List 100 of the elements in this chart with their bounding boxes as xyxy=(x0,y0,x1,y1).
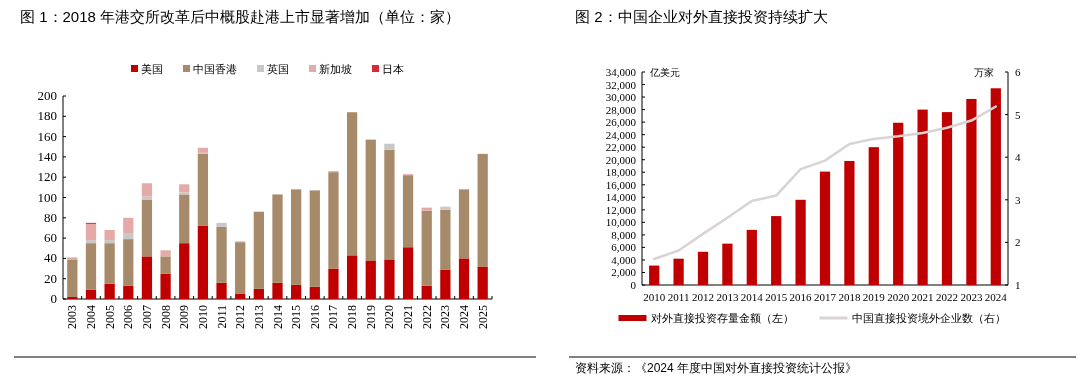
bar xyxy=(328,172,339,269)
y-tick-label: 0 xyxy=(630,279,637,291)
bar xyxy=(197,153,209,226)
x-tick-label: 2020 xyxy=(887,291,910,303)
x-tick-label: 2022 xyxy=(936,291,958,303)
bar xyxy=(819,171,831,285)
bar xyxy=(197,225,209,299)
bar xyxy=(272,282,283,299)
y-tick-label: 6,000 xyxy=(611,241,637,254)
bar xyxy=(141,199,153,257)
bar xyxy=(673,258,684,285)
x-tick-label: 2007 xyxy=(139,305,154,329)
y2-tick-label: 1 xyxy=(1015,279,1021,291)
y2-tick-label: 6 xyxy=(1015,66,1021,78)
y2-axis-title: 万家 xyxy=(974,67,994,78)
bar xyxy=(440,206,451,210)
bar xyxy=(990,88,1001,285)
bar xyxy=(697,251,709,285)
bar xyxy=(160,273,171,299)
x-tick-label: 2023 xyxy=(438,305,453,329)
bar xyxy=(917,109,928,285)
bar xyxy=(421,207,432,211)
bar xyxy=(440,269,451,299)
x-tick-label: 2019 xyxy=(363,305,378,329)
y-tick-label: 180 xyxy=(37,108,57,124)
x-tick-label: 2004 xyxy=(83,305,98,329)
bar xyxy=(141,196,153,200)
bar xyxy=(795,199,806,285)
bar xyxy=(123,285,134,299)
x-tick-label: 2024 xyxy=(984,291,1008,303)
bar xyxy=(893,122,904,285)
legend-label: 对外直接投资存量金额（左） xyxy=(650,312,794,324)
y-tick-label: 34,000 xyxy=(605,66,637,78)
x-tick-label: 2003 xyxy=(65,305,80,329)
bar xyxy=(235,242,246,294)
x-tick-label: 2016 xyxy=(789,291,813,303)
bar xyxy=(365,260,376,299)
bar xyxy=(85,289,97,299)
bar xyxy=(291,189,302,285)
bar xyxy=(844,160,855,285)
bar xyxy=(123,239,134,286)
x-tick-label: 2011 xyxy=(667,291,690,303)
x-tick-label: 2010 xyxy=(195,305,210,329)
bar xyxy=(253,211,264,289)
y-tick-label: 16,000 xyxy=(605,178,637,191)
bar xyxy=(123,233,134,240)
y-tick-label: 26,000 xyxy=(605,116,637,129)
y2-tick-label: 5 xyxy=(1015,108,1021,121)
y-tick-label: 10,000 xyxy=(605,216,637,229)
legend-label: 中国直接投资境外企业数（右） xyxy=(851,312,1006,324)
x-tick-label: 2012 xyxy=(233,305,248,329)
x-tick-label: 2005 xyxy=(102,305,117,329)
bar xyxy=(771,216,782,285)
y-tick-label: 20 xyxy=(44,270,57,286)
x-tick-label: 2016 xyxy=(307,305,322,329)
bar xyxy=(291,284,302,299)
bar xyxy=(722,243,733,285)
bar xyxy=(104,243,115,284)
bar xyxy=(346,255,358,299)
bar xyxy=(67,296,78,299)
bar xyxy=(746,229,757,285)
y-tick-label: 40 xyxy=(44,250,57,266)
y-tick-label: 32,000 xyxy=(605,78,637,91)
bar xyxy=(402,175,414,248)
bar xyxy=(477,153,488,267)
y-tick-label: 20,000 xyxy=(605,153,637,166)
legend-label: 新加坡 xyxy=(319,63,352,75)
bar xyxy=(421,210,432,286)
y-tick-label: 22,000 xyxy=(605,141,637,154)
y-tick-label: 8,000 xyxy=(611,228,637,241)
y-tick-label: 100 xyxy=(37,189,57,205)
y-tick-label: 12,000 xyxy=(605,203,637,216)
bar xyxy=(458,258,470,299)
y-tick-label: 200 xyxy=(37,88,57,103)
y2-tick-label: 3 xyxy=(1015,193,1021,206)
x-tick-label: 2006 xyxy=(121,305,136,329)
bar xyxy=(197,147,209,153)
bar xyxy=(384,149,395,260)
bar xyxy=(67,257,78,260)
bar xyxy=(123,217,134,234)
x-tick-label: 2023 xyxy=(960,291,983,303)
bar xyxy=(141,183,153,197)
y-tick-label: 60 xyxy=(44,230,57,246)
legend-label: 日本 xyxy=(382,63,404,75)
bar xyxy=(67,259,78,297)
y-tick-label: 160 xyxy=(37,128,57,144)
y-tick-label: 120 xyxy=(37,169,57,185)
bar xyxy=(868,147,879,285)
bar xyxy=(160,250,171,257)
bar xyxy=(421,285,432,299)
x-tick-label: 2021 xyxy=(401,305,416,329)
bar xyxy=(941,112,953,285)
y-tick-label: 140 xyxy=(37,148,57,164)
x-tick-label: 2021 xyxy=(911,291,934,303)
bar xyxy=(328,268,339,299)
bar xyxy=(384,259,395,299)
bar xyxy=(104,240,115,244)
bar xyxy=(216,222,227,227)
bar xyxy=(179,194,190,244)
bar xyxy=(253,288,264,299)
